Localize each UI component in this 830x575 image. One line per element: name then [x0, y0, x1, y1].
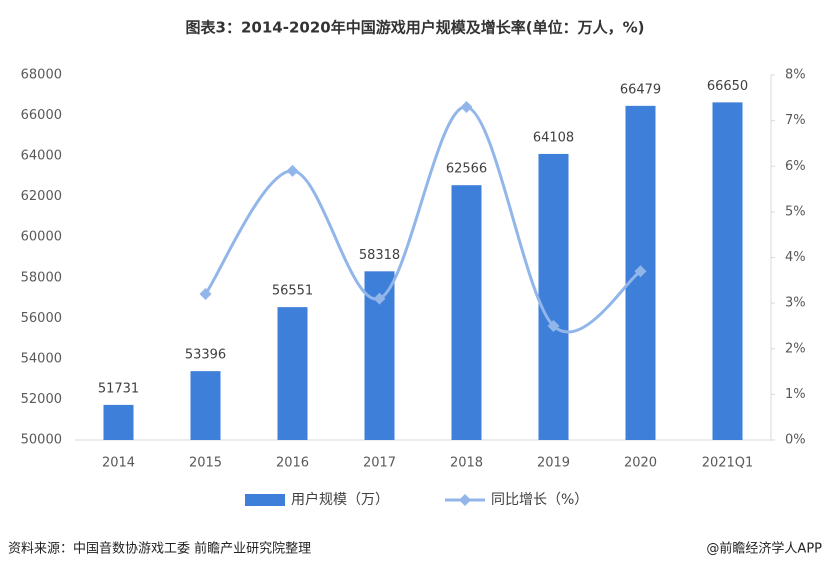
legend-swatch: [245, 494, 285, 506]
x-tick-label: 2015: [189, 456, 222, 471]
y2-tick-label: 3%: [785, 296, 806, 311]
x-tick-label: 2014: [102, 456, 135, 471]
bar: [451, 185, 482, 440]
credit: @前瞻经济学人APP: [706, 541, 822, 557]
bar: [712, 102, 743, 440]
line-marker: [547, 319, 560, 332]
y2-tick-label: 8%: [785, 68, 806, 83]
x-tick-label: 2019: [537, 456, 570, 471]
line-marker: [634, 265, 647, 278]
y-tick-label: 62000: [21, 189, 62, 204]
y2-tick-label: 7%: [785, 113, 806, 128]
y2-tick-label: 5%: [785, 204, 806, 219]
line-marker: [199, 288, 212, 300]
legend-label: 同比增长（%）: [491, 492, 588, 508]
y-tick-label: 68000: [21, 68, 62, 83]
x-tick-label: 2016: [276, 456, 309, 471]
y-tick-label: 56000: [21, 311, 62, 326]
line: [204, 105, 642, 334]
y-tick-label: 66000: [21, 108, 62, 123]
line-marker: [460, 100, 473, 113]
value-label: 51731: [98, 381, 139, 396]
value-label: 53396: [185, 348, 226, 363]
line-marker: [286, 164, 299, 177]
value-label: 58318: [359, 248, 400, 263]
y2-tick-label: 0%: [785, 433, 806, 448]
chart-title: 图表3：2014-2020年中国游戏用户规模及增长率(单位：万人，%): [186, 19, 645, 37]
source-note: 资料来源：中国音数协游戏工委 前瞻产业研究院整理: [8, 541, 311, 557]
y2-tick-label: 4%: [785, 250, 806, 265]
y-tick-label: 58000: [21, 270, 62, 285]
y2-tick-label: 1%: [785, 387, 806, 402]
line-marker: [373, 292, 386, 305]
y-tick-label: 54000: [21, 351, 62, 366]
value-label: 64108: [533, 130, 574, 145]
x-tick-label: 2020: [624, 456, 657, 471]
bar: [190, 371, 221, 440]
bar: [103, 404, 134, 440]
value-label: 56551: [272, 284, 313, 299]
value-label: 62566: [446, 162, 487, 177]
x-tick-label: 2017: [363, 456, 396, 471]
y-tick-label: 64000: [21, 149, 62, 164]
y-tick-label: 60000: [21, 230, 62, 245]
legend-swatch: [459, 494, 471, 506]
legend-label: 用户规模（万）: [291, 491, 389, 508]
bar: [277, 307, 308, 440]
y-tick-label: 50000: [21, 433, 62, 448]
x-tick-label: 2018: [450, 456, 483, 471]
value-label: 66650: [707, 79, 748, 94]
value-label: 66479: [620, 82, 661, 97]
y2-tick-label: 2%: [785, 341, 806, 356]
y-tick-label: 52000: [21, 392, 62, 407]
y2-tick-label: 6%: [785, 159, 806, 174]
bar: [538, 153, 569, 440]
x-tick-label: 2021Q1: [702, 456, 754, 471]
